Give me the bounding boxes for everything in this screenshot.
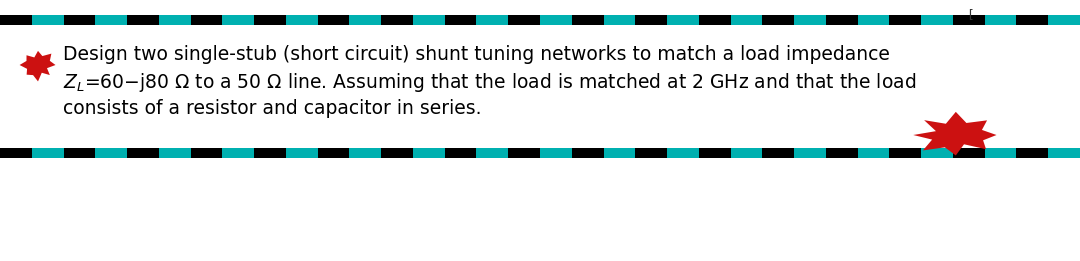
Text: Design two single-stub (short circuit) shunt tuning networks to match a load imp: Design two single-stub (short circuit) s… — [63, 45, 890, 64]
Bar — [890, 15, 921, 25]
Bar — [0, 148, 31, 158]
Bar — [953, 148, 985, 158]
Bar — [127, 15, 159, 25]
Text: consists of a resistor and capacitor in series.: consists of a resistor and capacitor in … — [63, 99, 482, 118]
Bar — [0, 148, 1080, 158]
Bar — [953, 15, 985, 25]
Bar — [699, 15, 730, 25]
Bar — [318, 148, 350, 158]
Bar — [826, 15, 858, 25]
Bar — [762, 148, 794, 158]
Bar — [0, 15, 31, 25]
Text: [               ]: [ ] — [967, 8, 1080, 21]
Bar — [190, 148, 222, 158]
Bar — [571, 148, 604, 158]
Bar — [571, 15, 604, 25]
Bar — [509, 15, 540, 25]
Text: $Z_L$=60−j80 Ω to a 50 Ω line. Assuming that the load is matched at 2 GHz and th: $Z_L$=60−j80 Ω to a 50 Ω line. Assuming … — [63, 70, 916, 93]
Bar — [1016, 148, 1049, 158]
Bar — [509, 148, 540, 158]
Bar — [64, 148, 95, 158]
Bar — [445, 15, 476, 25]
Bar — [762, 15, 794, 25]
Polygon shape — [914, 112, 997, 156]
Bar — [381, 148, 413, 158]
Bar — [0, 15, 1080, 25]
Bar — [699, 148, 730, 158]
Polygon shape — [19, 51, 55, 81]
Bar — [381, 15, 413, 25]
Bar — [254, 148, 286, 158]
Bar — [190, 15, 222, 25]
Bar — [254, 15, 286, 25]
Bar — [127, 148, 159, 158]
Bar — [318, 15, 350, 25]
Bar — [826, 148, 858, 158]
Bar — [635, 15, 667, 25]
Bar — [64, 15, 95, 25]
Bar — [890, 148, 921, 158]
Bar — [635, 148, 667, 158]
Bar — [1016, 15, 1049, 25]
Bar — [445, 148, 476, 158]
